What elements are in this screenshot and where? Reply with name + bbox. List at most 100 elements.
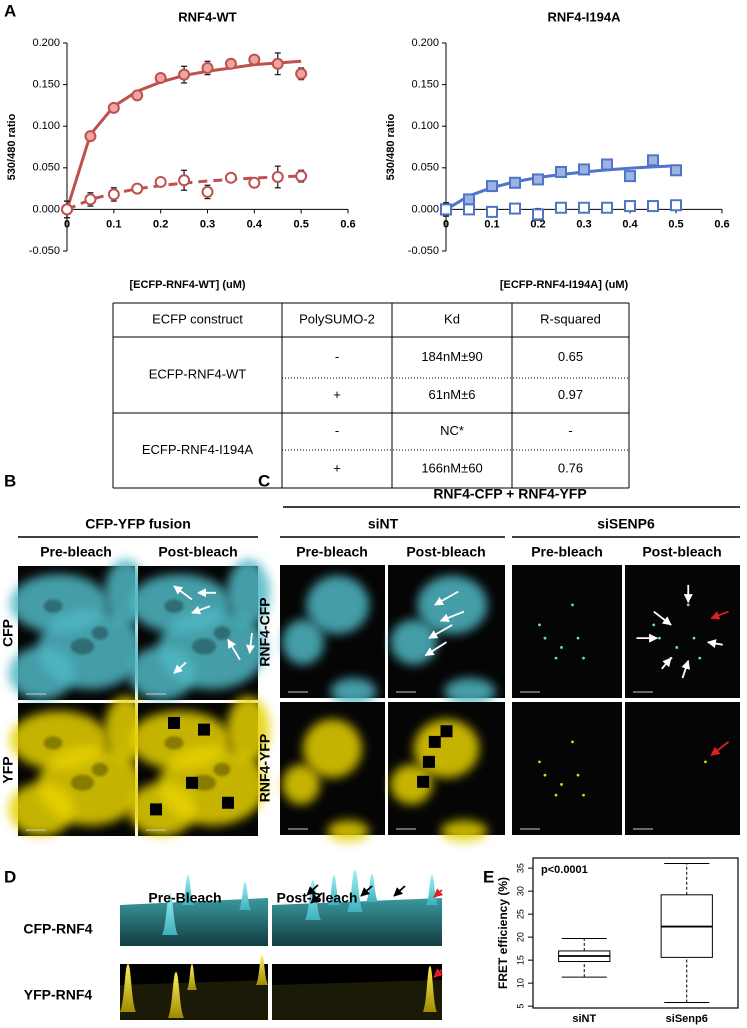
table-header: ECFP construct: [152, 311, 243, 326]
arrow: [661, 657, 672, 670]
surface: [120, 898, 268, 946]
table-header: Kd: [444, 311, 460, 326]
y-tick-label: 0.000: [411, 203, 439, 215]
y-tick-label: 0.100: [411, 120, 439, 132]
point: [670, 199, 682, 212]
speckle: [698, 656, 702, 660]
spike: [347, 870, 363, 912]
nucleolus: [91, 762, 109, 777]
x-tick-label: 0.4: [622, 218, 638, 230]
nucleolus: [43, 736, 63, 750]
axis-title: 530/480 ratio: [6, 113, 18, 180]
point: [178, 68, 191, 81]
point: [532, 208, 544, 221]
arrow: [360, 885, 373, 897]
x-tick-label: 0.2: [530, 218, 545, 230]
spike: [426, 875, 438, 905]
arrow: [434, 590, 459, 606]
point: [201, 61, 214, 74]
point: [154, 71, 167, 84]
cell: [303, 719, 362, 778]
spike: [256, 955, 268, 985]
nucleolus: [213, 762, 231, 777]
point: [178, 174, 191, 187]
arrow: [710, 741, 730, 756]
speckle: [686, 603, 690, 607]
point: [463, 203, 475, 216]
speckle: [652, 623, 656, 627]
x-tick-label: 0.6: [714, 218, 729, 230]
row-label: CFP-RNF4: [23, 921, 92, 937]
table-cell: 166nM±60: [421, 460, 482, 475]
x-tick-label: 0.1: [106, 218, 121, 230]
y-tick-label: 30: [515, 886, 525, 896]
speckle: [675, 646, 679, 649]
micrograph: [128, 559, 270, 700]
panel-label: C: [258, 471, 270, 490]
speckle: [571, 603, 574, 607]
table-cell: -: [568, 423, 572, 438]
speckle: [560, 646, 563, 649]
micrograph: [388, 702, 505, 842]
axis-title: FRET efficiency (%): [496, 877, 510, 989]
column-label: Post-Bleach: [277, 890, 358, 906]
point: [84, 130, 97, 143]
nucleolus: [43, 599, 63, 613]
speckle: [582, 656, 585, 660]
bleach-region: [417, 775, 430, 788]
bleach-region: [440, 725, 453, 738]
y-tick-label: -0.050: [29, 245, 60, 257]
table-cell: +: [333, 460, 341, 475]
cell: [390, 764, 433, 805]
point: [578, 201, 590, 214]
surface: [272, 980, 442, 1020]
chart-title: RNF4-WT: [178, 9, 237, 24]
point: [647, 200, 659, 213]
micrograph: [388, 565, 505, 705]
point: [154, 175, 167, 188]
point: [224, 57, 237, 70]
axis-title: 530/480 ratio: [385, 113, 397, 180]
speckle: [658, 636, 661, 640]
cell: [440, 820, 488, 842]
table-cell: 61nM±6: [429, 387, 476, 402]
panel-label: E: [483, 867, 494, 886]
point: [624, 200, 636, 213]
y-tick-label: 0.200: [32, 37, 60, 49]
table-cell: NC*: [440, 423, 464, 438]
point: [578, 163, 590, 176]
table-cell: 0.97: [558, 387, 583, 402]
column-label: Pre-bleach: [40, 544, 112, 560]
cell: [417, 575, 488, 635]
point: [509, 202, 521, 215]
table-cell: ECFP-RNF4-I194A: [142, 442, 254, 457]
row-label: RNF4-CFP: [257, 597, 273, 666]
speckle: [554, 656, 558, 660]
speckle: [576, 636, 580, 640]
table-cell: +: [333, 387, 341, 402]
image-background: [625, 702, 740, 835]
x-tick-label: 0.5: [668, 218, 683, 230]
x-axis-title: [ECFP-RNF4-I194A] (uM): [500, 279, 629, 291]
point: [532, 173, 544, 186]
arrow: [433, 968, 444, 978]
x-tick-label: 0: [64, 218, 70, 230]
point: [201, 185, 214, 198]
panel-label: A: [4, 1, 16, 20]
group-label: siNT: [368, 516, 399, 532]
micrograph: [625, 565, 740, 698]
point: [601, 201, 613, 214]
cell: [8, 782, 75, 837]
row-label: CFP: [0, 619, 16, 647]
column-label: Pre-bleach: [296, 544, 368, 560]
bleach-region: [428, 735, 441, 748]
micrograph: [512, 702, 622, 835]
point: [107, 101, 120, 114]
y-tick-label: 0.100: [32, 120, 60, 132]
point: [61, 203, 73, 216]
arrow: [227, 638, 241, 661]
nucleolus: [164, 599, 184, 613]
panel-label: D: [4, 867, 16, 886]
cell: [330, 678, 377, 705]
